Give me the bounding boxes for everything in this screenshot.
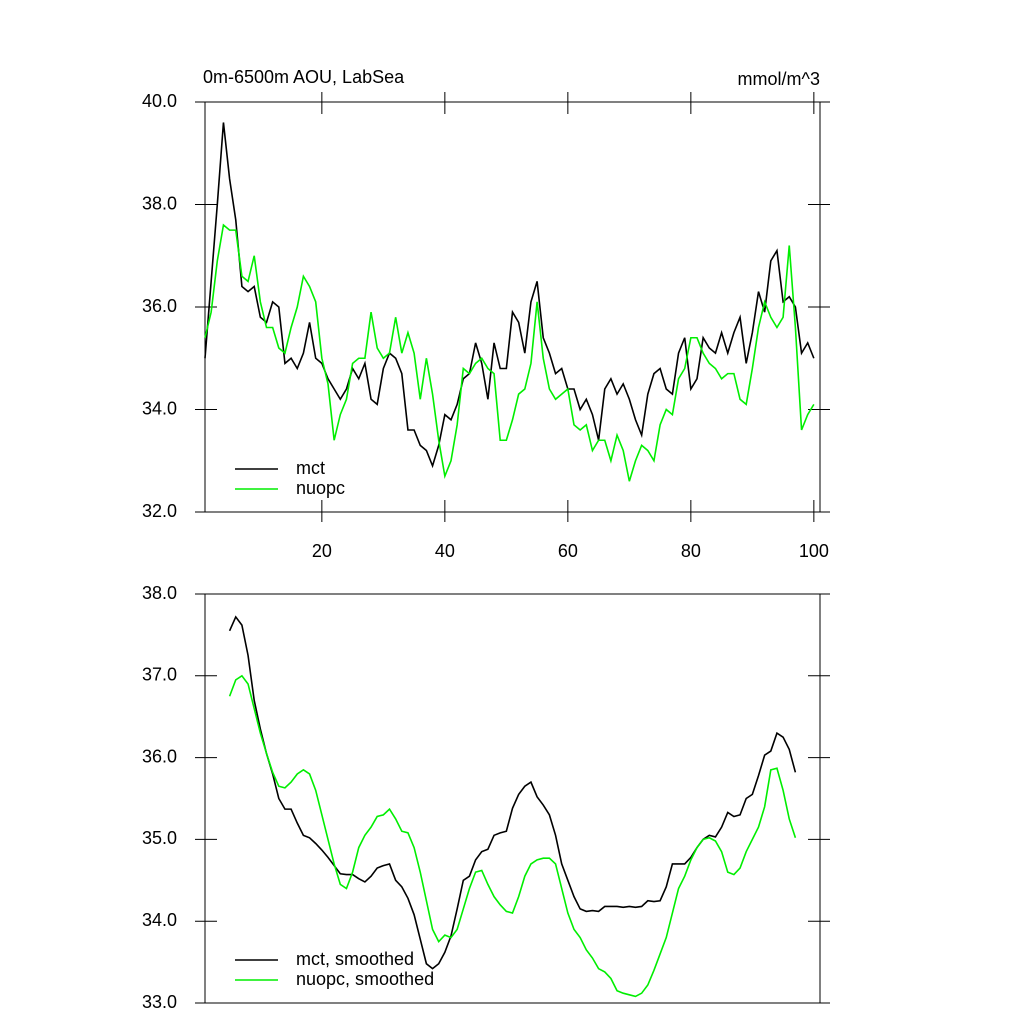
legend-label: mct [296,458,325,478]
y-tick-label: 35.0 [142,828,177,848]
y-tick-label: 36.0 [142,746,177,766]
legend-label: nuopc [296,478,345,498]
plot-frame [204,593,821,1004]
x-tick-label: 100 [799,541,829,561]
y-tick-label: 32.0 [142,501,177,521]
x-tick-label: 80 [681,541,701,561]
y-tick-label: 36.0 [142,296,177,316]
x-tick-label: 40 [435,541,455,561]
y-tick-label: 37.0 [142,665,177,685]
series-line [228,615,797,970]
series-line [204,223,815,482]
legend-label: nuopc, smoothed [296,969,434,989]
units-label: mmol/m^3 [738,69,820,89]
y-tick-label: 38.0 [142,583,177,603]
y-tick-label: 33.0 [142,992,177,1012]
y-tick-label: 38.0 [142,193,177,213]
series-line [228,674,797,998]
y-tick-label: 40.0 [142,91,177,111]
x-tick-label: 20 [312,541,332,561]
y-tick-label: 34.0 [142,910,177,930]
y-tick-label: 34.0 [142,398,177,418]
series-line [204,122,815,469]
chart-title: 0m-6500m AOU, LabSea [203,67,405,87]
x-tick-label: 60 [558,541,578,561]
legend-label: mct, smoothed [296,949,414,969]
